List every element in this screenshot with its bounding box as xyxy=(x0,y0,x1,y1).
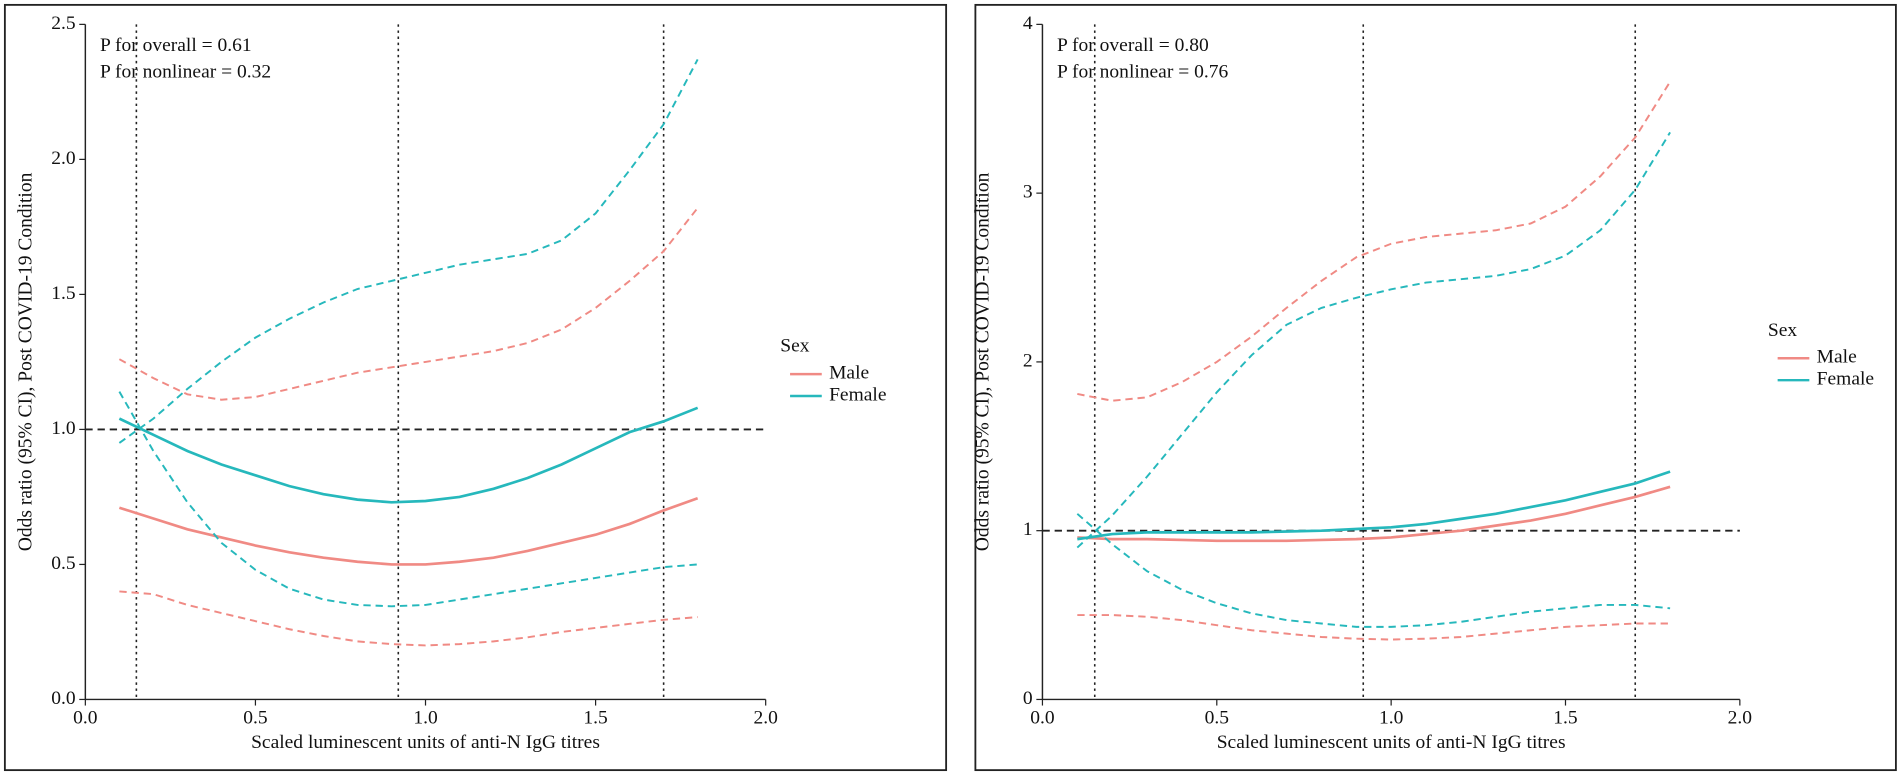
legend-title: Sex xyxy=(1768,320,1798,341)
legend-title: Sex xyxy=(780,336,810,357)
estimate-line xyxy=(118,497,699,566)
ci-line xyxy=(118,391,698,608)
x-tick-label: 0.0 xyxy=(73,707,97,728)
y-tick-label: 3 xyxy=(1023,182,1033,203)
ci-line xyxy=(118,207,699,401)
x-tick-label: 1.0 xyxy=(1379,707,1403,728)
ci-line xyxy=(118,59,699,444)
y-tick-label: 1.0 xyxy=(51,418,75,439)
y-tick-label: 2.5 xyxy=(51,13,75,34)
x-tick-label: 0.5 xyxy=(243,707,267,728)
y-tick-label: 0.0 xyxy=(51,688,75,709)
x-tick-label: 2.0 xyxy=(1728,707,1752,728)
x-tick-label: 0.0 xyxy=(1030,707,1054,728)
x-tick-label: 1.0 xyxy=(413,707,437,728)
x-axis-label: Scaled luminescent units of anti-N IgG t… xyxy=(251,732,600,753)
y-tick-label: 4 xyxy=(1023,13,1033,34)
y-tick-label: 2 xyxy=(1023,350,1033,371)
annotation: P for nonlinear = 0.32 xyxy=(100,62,271,83)
estimate-line xyxy=(1077,470,1671,541)
annotation: P for overall = 0.61 xyxy=(100,35,252,56)
estimate-line xyxy=(118,406,699,504)
y-tick-label: 2.0 xyxy=(51,148,75,169)
y-axis-label: Odds ratio (95% CI), Post COVID-19 Condi… xyxy=(15,172,36,551)
x-tick-label: 1.5 xyxy=(1553,707,1577,728)
x-axis-label: Scaled luminescent units of anti-N IgG t… xyxy=(1217,732,1566,753)
y-tick-label: 1.5 xyxy=(51,283,75,304)
y-tick-label: 0.5 xyxy=(51,553,75,574)
legend-label: Male xyxy=(1817,347,1857,368)
panel-border xyxy=(3,3,948,772)
x-tick-label: 2.0 xyxy=(753,707,777,728)
x-tick-label: 0.5 xyxy=(1205,707,1229,728)
panel-border xyxy=(974,3,1897,772)
x-tick-label: 1.5 xyxy=(583,707,607,728)
annotation: P for nonlinear = 0.76 xyxy=(1057,62,1228,83)
ci-line xyxy=(1076,131,1671,549)
legend-label: Male xyxy=(829,363,869,384)
y-tick-label: 1 xyxy=(1023,519,1033,540)
ci-line xyxy=(1077,614,1671,641)
legend-label: Female xyxy=(1817,369,1874,390)
ci-line xyxy=(1076,513,1671,628)
y-tick-label: 0 xyxy=(1023,688,1033,709)
estimate-line xyxy=(1077,485,1671,543)
annotation: P for overall = 0.80 xyxy=(1057,35,1209,56)
y-axis-label: Odds ratio (95% CI), Post COVID-19 Condi… xyxy=(972,172,993,551)
legend-label: Female xyxy=(829,385,886,406)
ci-line xyxy=(119,590,698,647)
ci-line xyxy=(1077,81,1671,402)
